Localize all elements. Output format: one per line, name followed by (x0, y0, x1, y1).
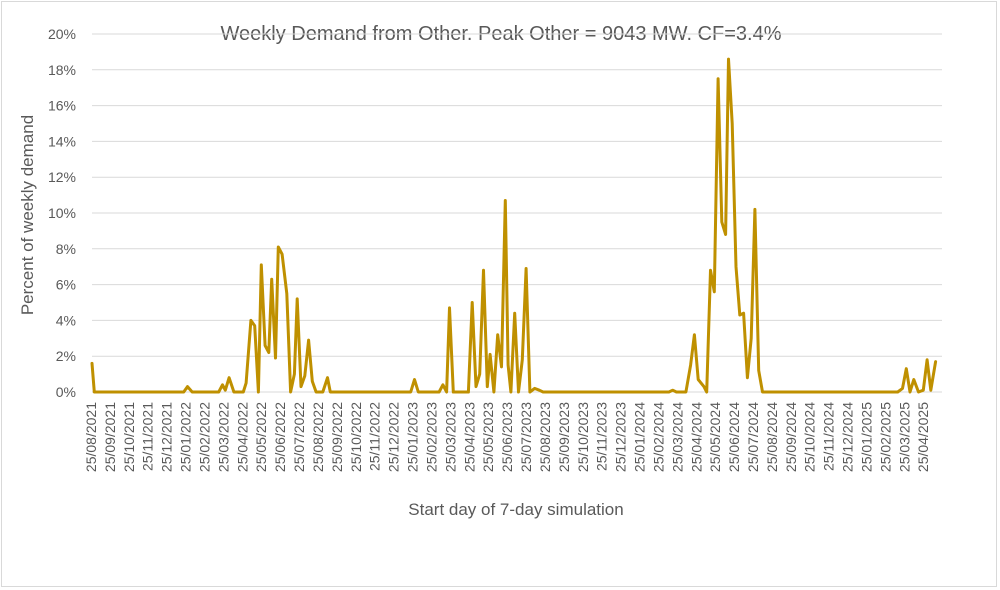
x-tick-label: 25/11/2022 (367, 402, 383, 471)
x-tick-label: 25/06/2024 (726, 402, 742, 472)
x-tick-label: 25/04/2024 (688, 402, 704, 472)
x-tick-label: 25/08/2023 (537, 402, 553, 472)
y-tick-label: 6% (56, 277, 76, 293)
x-tick-label: 25/05/2024 (707, 402, 723, 472)
x-tick-label: 25/12/2021 (159, 402, 175, 472)
x-tick-label: 25/11/2021 (140, 402, 156, 471)
x-tick-label: 25/11/2024 (821, 402, 837, 471)
y-tick-label: 4% (56, 312, 76, 328)
x-tick-label: 25/11/2023 (594, 402, 610, 471)
y-tick-label: 0% (56, 384, 76, 400)
y-tick-label: 2% (56, 348, 76, 364)
x-tick-label: 25/09/2024 (783, 402, 799, 472)
x-tick-label: 25/10/2021 (121, 402, 137, 472)
x-axis-title: Start day of 7-day simulation (408, 500, 623, 519)
y-tick-label: 20% (48, 26, 76, 42)
x-tick-label: 25/01/2023 (405, 402, 421, 472)
y-tick-label: 14% (48, 133, 76, 149)
x-tick-label: 25/04/2022 (234, 402, 250, 472)
x-tick-label: 25/10/2023 (575, 402, 591, 472)
x-tick-label: 25/03/2022 (215, 402, 231, 472)
x-tick-label: 25/08/2024 (764, 402, 780, 472)
x-tick-label: 25/06/2022 (272, 402, 288, 472)
x-tick-label: 25/12/2023 (613, 402, 629, 472)
x-tick-label: 25/05/2023 (480, 402, 496, 472)
y-tick-label: 12% (48, 169, 76, 185)
x-tick-label: 25/03/2023 (442, 402, 458, 472)
x-tick-label: 25/04/2023 (461, 402, 477, 472)
x-tick-label: 25/02/2025 (877, 402, 893, 472)
x-tick-label: 25/09/2023 (556, 402, 572, 472)
x-tick-label: 25/03/2025 (896, 402, 912, 472)
x-tick-label: 25/07/2023 (518, 402, 534, 472)
x-tick-label: 25/03/2024 (669, 402, 685, 472)
y-axis-title: Percent of weekly demand (18, 115, 37, 315)
x-axis-ticks: 25/08/2021 25/09/2021 25/10/2021 25/11/2021… (83, 402, 931, 472)
x-tick-label: 25/09/2022 (329, 402, 345, 472)
x-tick-label: 25/01/2024 (632, 402, 648, 472)
x-tick-label: 25/05/2022 (253, 402, 269, 472)
x-tick-label: 25/02/2022 (196, 402, 212, 472)
x-tick-label: 25/01/2025 (858, 402, 874, 472)
y-axis-ticks: 0% 2% 4% 6% 8% 10% 12% 14% 16% 18% 20% (48, 26, 76, 400)
x-tick-label: 25/06/2023 (499, 402, 515, 472)
x-tick-label: 25/07/2022 (291, 402, 307, 472)
x-tick-label: 25/01/2022 (178, 402, 194, 472)
x-tick-label: 25/08/2021 (83, 402, 99, 472)
series-line-other (90, 57, 938, 394)
x-tick-label: 25/02/2024 (650, 402, 666, 472)
x-tick-label: 25/07/2024 (745, 402, 761, 472)
y-tick-label: 8% (56, 241, 76, 257)
y-tick-label: 10% (48, 205, 76, 221)
y-tick-label: 18% (48, 62, 76, 78)
x-tick-label: 25/12/2024 (840, 402, 856, 472)
x-tick-label: 25/09/2021 (102, 402, 118, 472)
y-tick-label: 16% (48, 98, 76, 114)
x-tick-label: 25/08/2022 (310, 402, 326, 472)
gridlines (92, 33, 942, 357)
x-tick-label: 25/10/2024 (802, 402, 818, 472)
x-tick-label: 25/10/2022 (348, 402, 364, 472)
x-tick-label: 25/04/2025 (915, 402, 931, 472)
x-tick-label: 25/02/2023 (423, 402, 439, 472)
x-tick-label: 25/12/2022 (386, 402, 402, 472)
